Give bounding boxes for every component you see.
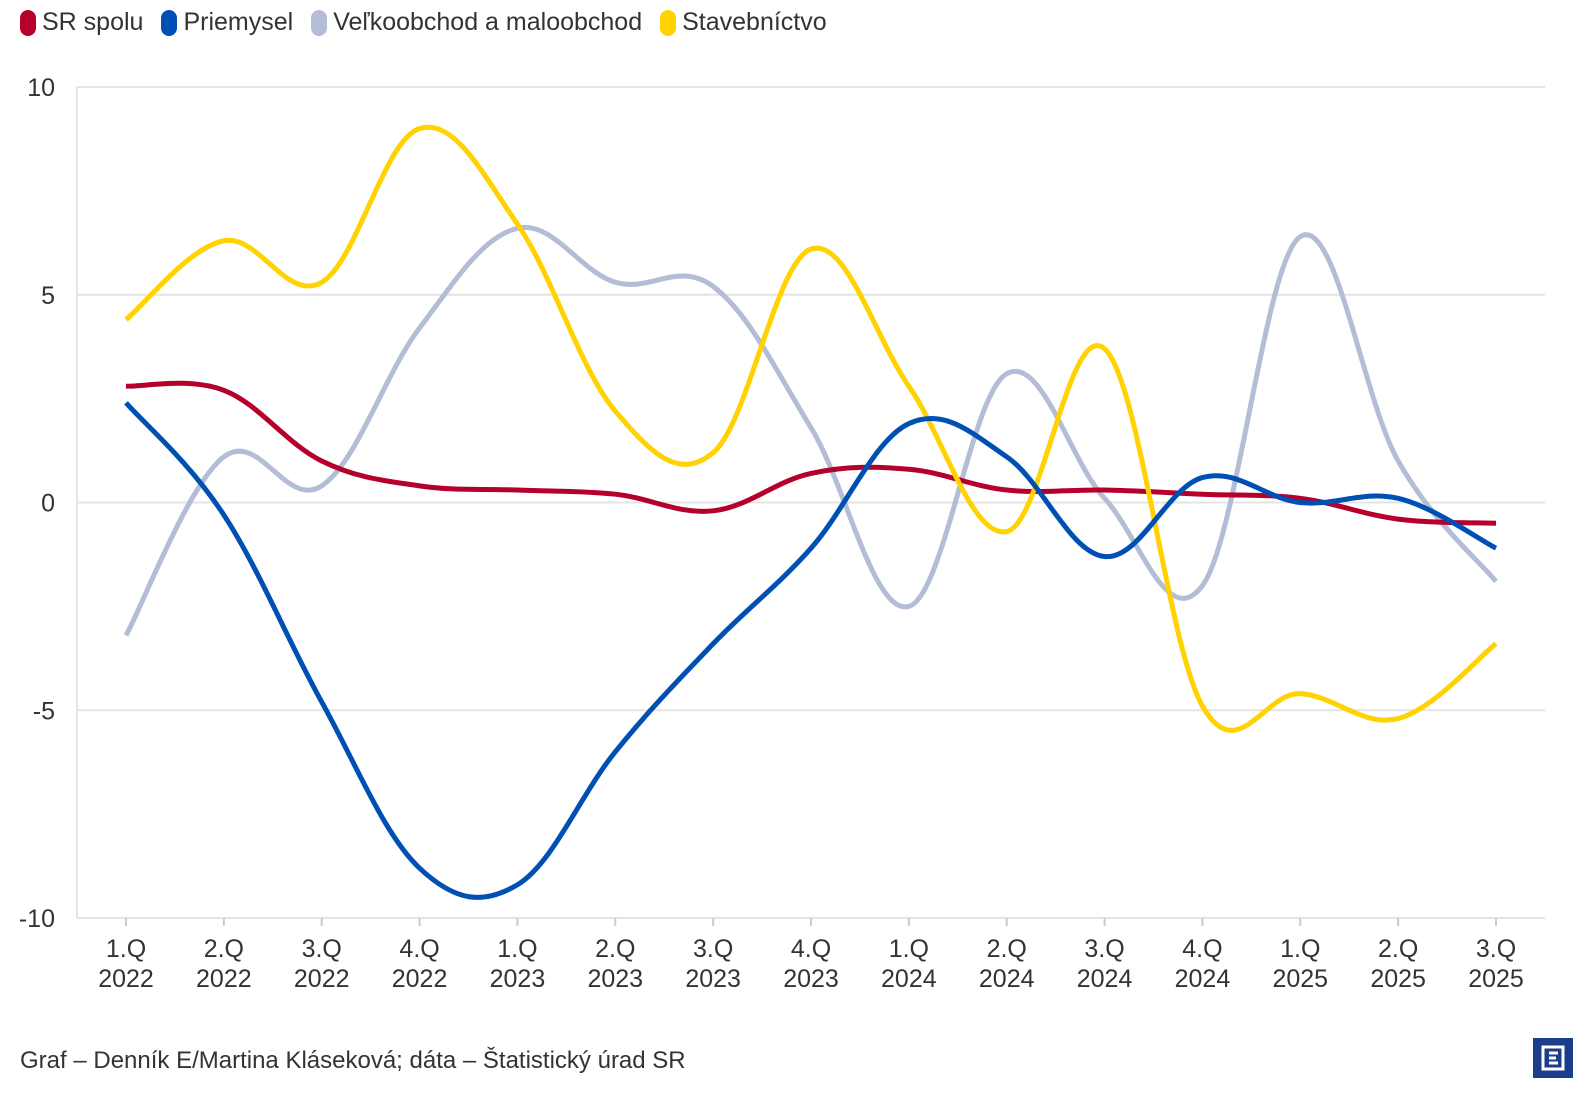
x-tick-label-year: 2024 — [881, 965, 937, 993]
legend-swatch-sr-spolu — [20, 9, 36, 36]
x-tick-label-quarter: 3.Q — [1476, 935, 1516, 963]
x-tick-label-quarter: 2.Q — [987, 935, 1027, 963]
legend-label-velkoobchod: Veľkoobchod a maloobchod — [333, 8, 643, 36]
series-line-3[interactable] — [124, 124, 1498, 733]
x-tick-label-year: 2025 — [1468, 965, 1524, 993]
x-tick-label-year: 2023 — [490, 965, 546, 993]
legend-item-priemysel[interactable]: Priemysel — [161, 8, 293, 37]
x-tick-label-year: 2024 — [979, 965, 1035, 993]
x-tick-label-quarter: 1.Q — [889, 935, 929, 963]
y-axis-ticks: 10 5 0 -5 -10 — [19, 74, 55, 933]
x-tick-label-quarter: 3.Q — [302, 935, 342, 963]
series-line-0[interactable] — [125, 380, 1497, 526]
y-tick-label: 0 — [41, 490, 55, 518]
x-tick-label-year: 2025 — [1272, 965, 1328, 993]
legend: SR spolu Priemysel Veľkoobchod a maloobc… — [20, 8, 827, 37]
x-tick-label-year: 2024 — [1175, 965, 1231, 993]
series-line-1[interactable] — [124, 401, 1498, 900]
legend-item-stavebnictvo[interactable]: Stavebníctvo — [660, 8, 827, 37]
y-tick-label: -5 — [33, 697, 55, 725]
x-tick-label-quarter: 4.Q — [791, 935, 831, 963]
x-tick-label-year: 2022 — [392, 965, 448, 993]
y-tick-label: -10 — [19, 905, 55, 933]
x-tick-label-year: 2023 — [587, 965, 643, 993]
legend-label-stavebnictvo: Stavebníctvo — [682, 8, 827, 36]
x-tick-label-quarter: 4.Q — [399, 935, 439, 963]
x-tick-label-quarter: 2.Q — [204, 935, 244, 963]
legend-swatch-velkoobchod — [311, 9, 328, 36]
y-tick-label: 5 — [41, 282, 55, 310]
legend-label-sr-spolu: SR spolu — [42, 8, 144, 36]
series-line-2[interactable] — [123, 224, 1498, 637]
denník-e-logo-icon[interactable] — [1533, 1038, 1573, 1078]
x-axis-ticks: 1.Q20222.Q20223.Q20224.Q20221.Q20232.Q20… — [98, 918, 1524, 993]
series-lines — [123, 124, 1498, 900]
x-tick-label-year: 2023 — [783, 965, 839, 993]
legend-label-priemysel: Priemysel — [183, 8, 294, 36]
x-tick-label-quarter: 1.Q — [497, 935, 537, 963]
legend-item-sr-spolu[interactable]: SR spolu — [20, 8, 143, 37]
legend-swatch-priemysel — [161, 9, 178, 36]
x-tick-label-year: 2023 — [685, 965, 741, 993]
x-tick-label-year: 2022 — [196, 965, 252, 993]
x-tick-label-year: 2024 — [1077, 965, 1133, 993]
legend-item-velkoobchod[interactable]: Veľkoobchod a maloobchod — [311, 8, 642, 37]
source-caption: Graf – Denník E/Martina Kláseková; dáta … — [20, 1047, 686, 1074]
x-tick-label-quarter: 1.Q — [106, 935, 146, 963]
legend-swatch-stavebnictvo — [660, 9, 677, 36]
y-tick-label: 10 — [27, 74, 55, 102]
x-tick-label-quarter: 1.Q — [1280, 935, 1320, 963]
logo-glyph — [1541, 1045, 1565, 1071]
x-tick-label-year: 2022 — [294, 965, 350, 993]
x-tick-label-quarter: 3.Q — [1084, 935, 1124, 963]
x-tick-label-quarter: 2.Q — [1378, 935, 1418, 963]
x-tick-label-year: 2025 — [1370, 965, 1426, 993]
x-tick-label-quarter: 2.Q — [595, 935, 635, 963]
x-tick-label-quarter: 4.Q — [1182, 935, 1222, 963]
x-tick-label-quarter: 3.Q — [693, 935, 733, 963]
x-tick-label-year: 2022 — [98, 965, 154, 993]
